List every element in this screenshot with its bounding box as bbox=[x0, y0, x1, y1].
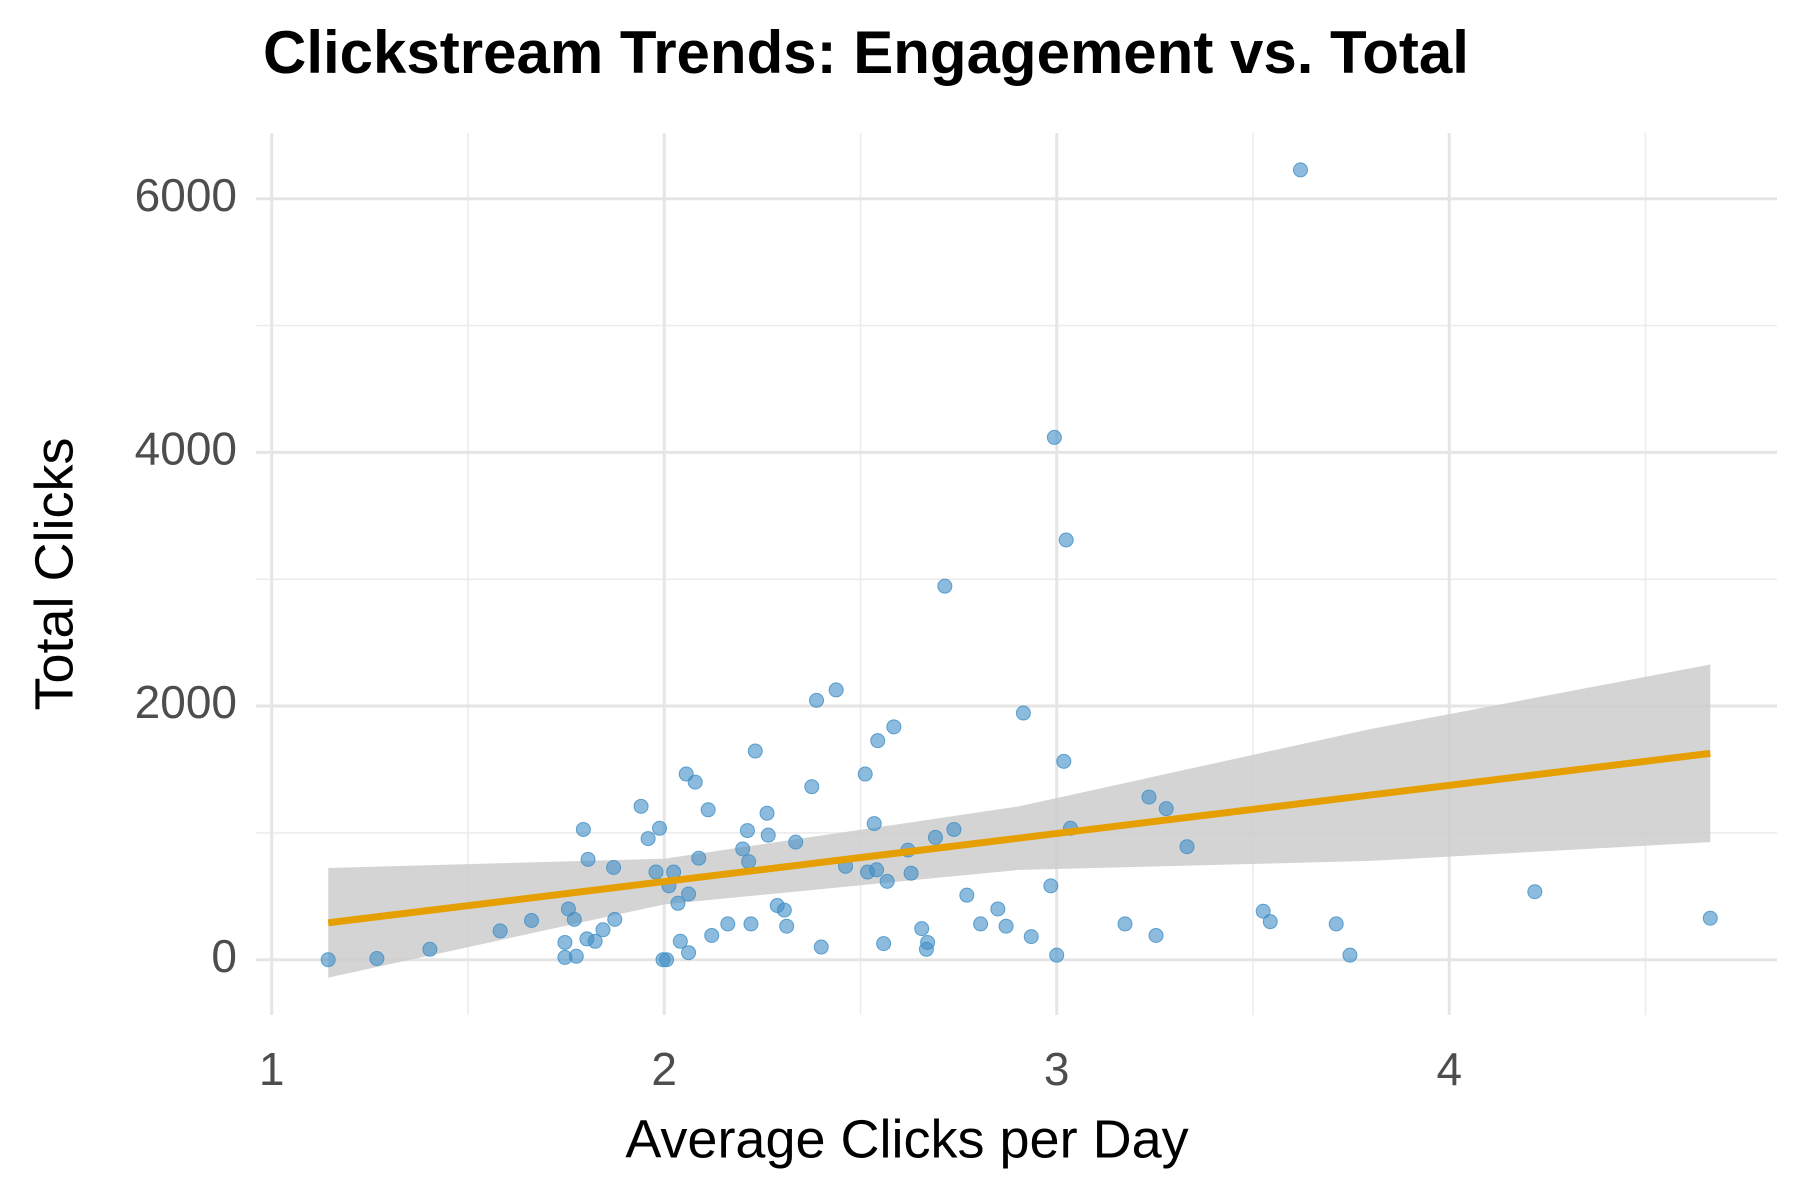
point bbox=[1702, 910, 1718, 926]
point bbox=[1262, 914, 1278, 930]
point bbox=[959, 887, 975, 903]
point bbox=[973, 916, 989, 932]
point bbox=[524, 913, 540, 929]
point bbox=[687, 774, 703, 790]
point bbox=[920, 934, 936, 950]
point bbox=[927, 829, 943, 845]
point bbox=[1117, 916, 1133, 932]
point bbox=[760, 827, 776, 843]
point bbox=[580, 851, 596, 867]
point bbox=[566, 911, 582, 927]
point bbox=[946, 821, 962, 837]
point bbox=[587, 933, 603, 949]
x-tick-label: 1 bbox=[259, 1043, 285, 1095]
point bbox=[1328, 916, 1344, 932]
point bbox=[866, 816, 882, 832]
point bbox=[743, 916, 759, 932]
point bbox=[595, 922, 611, 938]
point bbox=[788, 834, 804, 850]
point bbox=[779, 918, 795, 934]
point bbox=[876, 936, 892, 952]
point bbox=[870, 733, 886, 749]
point bbox=[990, 901, 1006, 917]
x-tick-label: 2 bbox=[651, 1043, 677, 1095]
point bbox=[998, 918, 1014, 934]
point bbox=[1056, 753, 1072, 769]
point bbox=[369, 951, 385, 967]
y-tick-label: 2000 bbox=[135, 676, 237, 728]
point bbox=[575, 821, 591, 837]
point bbox=[804, 779, 820, 795]
point bbox=[741, 854, 757, 870]
trend-line bbox=[327, 749, 1711, 927]
point bbox=[606, 859, 622, 875]
point bbox=[607, 911, 623, 927]
y-tick-label: 6000 bbox=[135, 169, 237, 221]
point bbox=[1255, 903, 1271, 919]
point bbox=[1023, 929, 1039, 945]
point bbox=[1046, 429, 1062, 445]
point bbox=[1015, 705, 1031, 721]
point bbox=[670, 895, 686, 911]
point bbox=[681, 886, 697, 902]
point bbox=[1179, 839, 1195, 855]
y-tick-label: 4000 bbox=[135, 423, 237, 475]
point bbox=[720, 916, 736, 932]
x-tick-label: 4 bbox=[1436, 1043, 1462, 1095]
x-tick-label: 3 bbox=[1044, 1043, 1070, 1095]
point bbox=[568, 948, 584, 964]
point bbox=[633, 798, 649, 814]
y-axis-label: Total Clicks bbox=[24, 437, 84, 710]
point bbox=[659, 952, 675, 968]
point bbox=[492, 923, 508, 939]
point bbox=[704, 927, 720, 943]
point bbox=[700, 802, 716, 818]
point bbox=[691, 850, 707, 866]
point bbox=[320, 952, 336, 968]
chart-title: Clickstream Trends: Engagement vs. Total bbox=[263, 19, 1469, 86]
point bbox=[1292, 162, 1308, 178]
point bbox=[1148, 927, 1164, 943]
point bbox=[776, 902, 792, 918]
point bbox=[1058, 532, 1074, 548]
point bbox=[681, 945, 697, 961]
point bbox=[937, 578, 953, 594]
point bbox=[869, 862, 885, 878]
point bbox=[1158, 801, 1174, 817]
point bbox=[914, 921, 930, 937]
point bbox=[1043, 878, 1059, 894]
point bbox=[735, 841, 751, 857]
x-axis-label: Average Clicks per Day bbox=[625, 1109, 1188, 1169]
point bbox=[903, 865, 919, 881]
point bbox=[1049, 947, 1065, 963]
point bbox=[886, 719, 902, 735]
y-tick-label: 0 bbox=[211, 930, 237, 982]
point bbox=[739, 823, 755, 839]
point bbox=[809, 692, 825, 708]
point bbox=[879, 873, 895, 889]
point bbox=[759, 805, 775, 821]
point bbox=[857, 766, 873, 782]
point bbox=[648, 864, 664, 880]
point bbox=[422, 941, 438, 957]
point bbox=[1342, 947, 1358, 963]
point bbox=[652, 820, 668, 836]
point bbox=[672, 933, 688, 949]
point bbox=[1527, 884, 1543, 900]
point bbox=[557, 934, 573, 950]
point bbox=[747, 743, 763, 759]
point bbox=[640, 831, 656, 847]
point bbox=[813, 939, 829, 955]
point bbox=[828, 682, 844, 698]
point bbox=[1141, 789, 1157, 805]
